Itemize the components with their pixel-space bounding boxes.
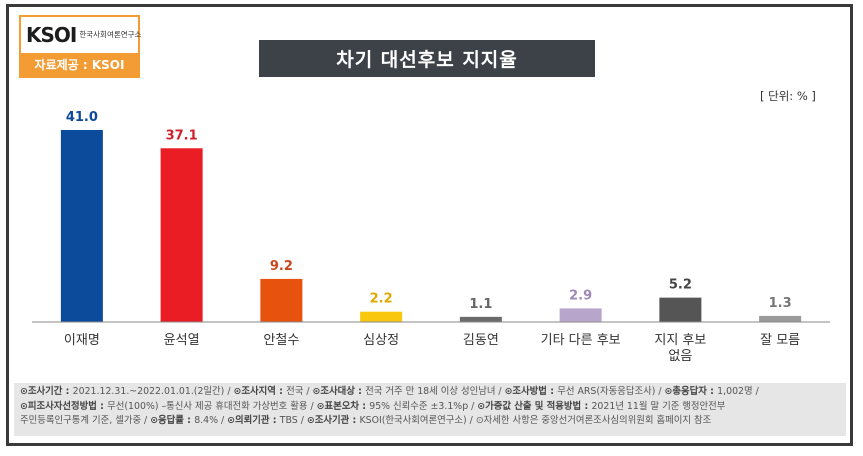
category-label: 잘 모름 [760,333,800,348]
bar [659,297,702,322]
footnote-value: TBS / [279,415,307,426]
data-label: 9.2 [270,259,293,274]
footnote-key: ⊙조사지역 : [233,386,287,397]
data-label: 1.1 [469,297,492,312]
category-label: 윤석열 [164,333,200,348]
logo-mark: KSOI [26,23,77,47]
footnote-value: ⊙자세한 사항은 중앙선거여론조사심의위원회 홈페이지 참조 [475,415,712,426]
bar [160,148,203,322]
bar-chart: 41.0 이재명 37.1 윤석열 9.2 안철수 2.2 심상정 1.1 김동연 2.9 기타 다른… [32,110,830,364]
category-label: 심상정 [363,333,399,348]
footnote-line-2: ⊙피조사자선정방법 : 무선(100%) –통신사 제공 휴대전화 가상번호 활… [20,400,840,415]
bar [360,311,403,322]
footnote-key: ⊙조사기관 : [306,415,360,426]
footnote-value: 무선 ARS(자동응답조사) / [557,386,665,397]
footnote-value: 무선(100%) –통신사 제공 휴대전화 가상번호 활용 / [107,400,317,412]
chart-title: 차기 대선후보 지지율 [259,40,595,77]
data-source-label: 자료제공 : KSOI [21,53,138,76]
footnote-value: 95% 신뢰수준 ±3.1%p / [369,400,478,412]
footnote-value: 8.4% / [194,415,228,426]
ksoi-logo: KSOI 한국사회여론연구소 자료제공 : KSOI [19,15,142,78]
footnote-key: ⊙응답률 : [150,415,195,426]
footnote-key: ⊙의뢰기관 : [227,415,280,426]
data-label: 37.1 [166,128,198,143]
bar [260,278,303,322]
footnote-value: 주민등록인구통계 기준, 셀가중 / [20,415,151,426]
footnote-value: KSOI(한국사회여론연구소) / [359,415,476,426]
footnote-line-1: ⊙조사기간 : 2021.12.31.~2022.01.01.(2일간) / ⊙… [20,385,840,400]
footnote-value: 전국 / [286,386,313,397]
category-label: 기타 다른 후보 [541,333,621,348]
footnote-key: ⊙조사대상 : [312,386,366,397]
footnote-key: ⊙표본오차 : [316,400,370,412]
category-label: 없음 [668,349,692,364]
footnote-key: ⊙조사기간 : [20,386,73,397]
bar [559,308,602,322]
bar [60,130,103,322]
footnote-key: ⊙가중값 산출 및 적용방법 : [477,400,592,412]
unit-label: [ 단위: % ] [760,89,816,103]
footnote-key: ⊙총응답자 : [664,386,718,397]
data-label: 5.2 [669,278,692,293]
bar [459,316,502,322]
data-label: 2.9 [569,288,592,303]
footnote-value: 전국 거주 만 18세 이상 성인남녀 / [365,386,505,397]
logo-subtitle: 한국사회여론연구소 [79,30,142,40]
footnote-line-3: 주민등록인구통계 기준, 셀가중 / ⊙응답률 : 8.4% / ⊙의뢰기관 :… [20,414,840,429]
footnote-value: 2021.12.31.~2022.01.01.(2일간) / [72,386,234,397]
footnote-value: 1,002명 / [717,386,759,397]
category-label: 김동연 [463,333,499,348]
survey-footnote: ⊙조사기간 : 2021.12.31.~2022.01.01.(2일간) / ⊙… [14,383,846,436]
logo-top: KSOI 한국사회여론연구소 [21,17,142,53]
data-label: 1.3 [769,296,792,311]
footnote-key: ⊙피조사자선정방법 : [20,400,108,412]
chart-frame [6,4,853,446]
footnote-value: 2021년 11월 말 기준 행정안전부 [591,400,726,412]
footnote-key: ⊙조사방법 : [504,386,558,397]
category-label: 지지 후보 [654,333,706,348]
data-label: 2.2 [370,292,393,307]
category-label: 이재명 [64,333,100,348]
data-label: 41.0 [66,110,98,125]
bar [759,315,802,322]
category-label: 안철수 [263,333,299,348]
